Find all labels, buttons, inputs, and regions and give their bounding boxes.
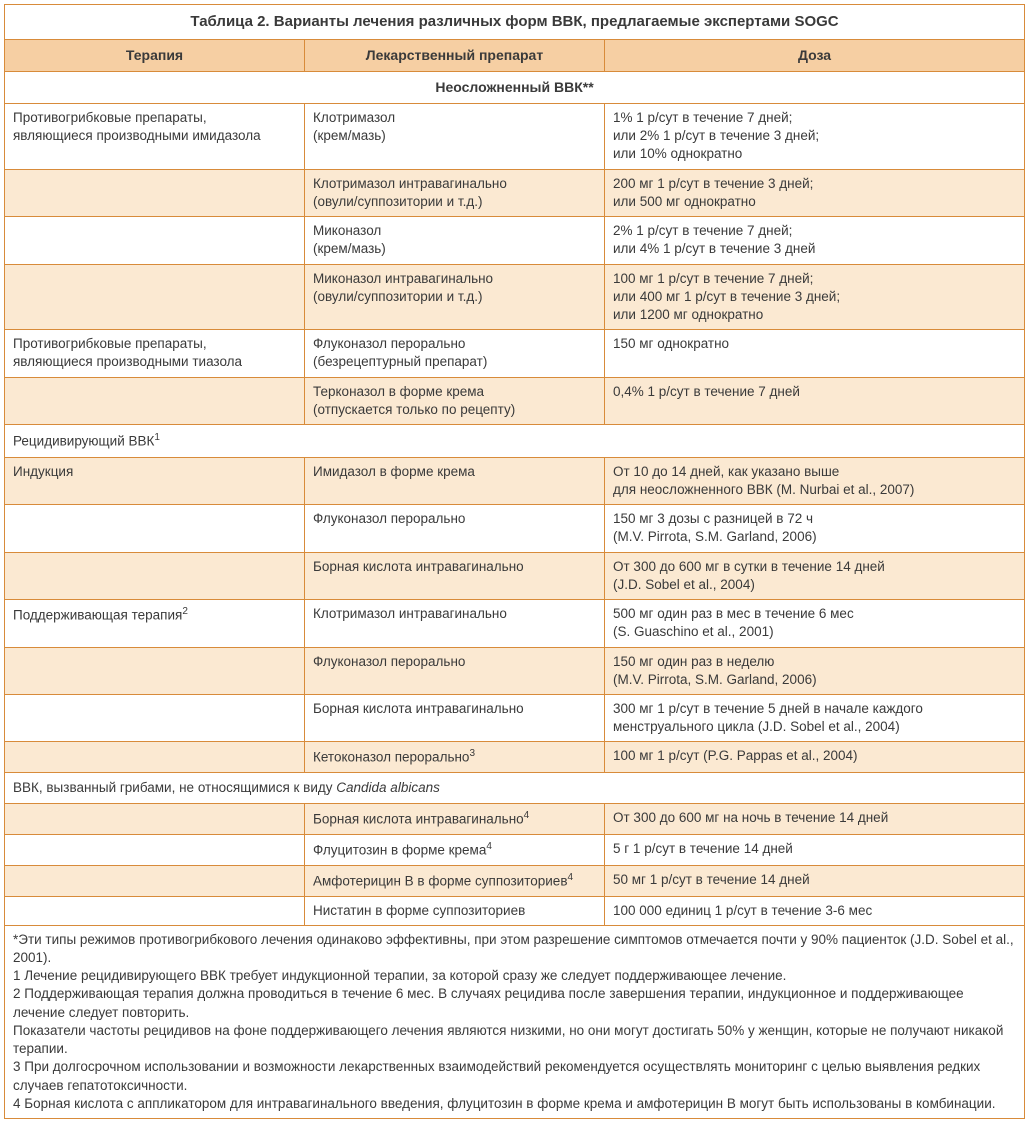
cell-dose: 200 мг 1 р/сут в течение 3 дней;или 500 … [605, 169, 1025, 216]
cell-therapy [5, 695, 305, 742]
cell-drug: Имидазол в форме крема [305, 457, 605, 504]
section-heading: Неосложненный ВВК** [5, 72, 1025, 104]
cell-dose: 100 000 единиц 1 р/сут в течение 3-6 мес [605, 896, 1025, 925]
cell-dose: От 10 до 14 дней, как указано вышедля не… [605, 457, 1025, 504]
cell-dose: 500 мг один раз в мес в течение 6 мес(S.… [605, 600, 1025, 647]
cell-therapy [5, 835, 305, 866]
cell-drug: Флуконазол перорально(безрецептурный пре… [305, 330, 605, 377]
table-row: Кетоконазол перорально3100 мг 1 р/сут (P… [5, 742, 1025, 773]
cell-therapy: Индукция [5, 457, 305, 504]
table-row: Клотримазол интравагинально(овули/суппоз… [5, 169, 1025, 216]
cell-drug: Борная кислота интравагинально [305, 552, 605, 599]
col-header-1: Лекарственный препарат [305, 40, 605, 72]
cell-dose: 50 мг 1 р/сут в течение 14 дней [605, 865, 1025, 896]
cell-dose: 100 мг 1 р/сут (P.G. Pappas et al., 2004… [605, 742, 1025, 773]
cell-drug: Терконазол в форме крема(отпускается тол… [305, 377, 605, 424]
cell-drug: Нистатин в форме суппозиториев [305, 896, 605, 925]
cell-therapy: Противогрибковые препараты,являющиеся пр… [5, 104, 305, 170]
cell-therapy [5, 169, 305, 216]
cell-drug: Флуконазол перорально [305, 647, 605, 694]
cell-dose: 150 мг один раз в неделю(M.V. Pirrota, S… [605, 647, 1025, 694]
cell-drug: Флуцитозин в форме крема4 [305, 835, 605, 866]
cell-drug: Миконазол интравагинально(овули/суппозит… [305, 264, 605, 330]
cell-therapy: Противогрибковые препараты,являющиеся пр… [5, 330, 305, 377]
cell-therapy [5, 217, 305, 264]
cell-dose: От 300 до 600 мг на ночь в течение 14 дн… [605, 804, 1025, 835]
table-row: Флуцитозин в форме крема45 г 1 р/сут в т… [5, 835, 1025, 866]
cell-therapy [5, 377, 305, 424]
col-header-2: Доза [605, 40, 1025, 72]
table-row: Борная кислота интравагинально300 мг 1 р… [5, 695, 1025, 742]
cell-therapy [5, 552, 305, 599]
cell-dose: 5 г 1 р/сут в течение 14 дней [605, 835, 1025, 866]
cell-drug: Флуконазол перорально [305, 505, 605, 552]
cell-drug: Клотримазол интравагинально [305, 600, 605, 647]
cell-dose: 100 мг 1 р/сут в течение 7 дней;или 400 … [605, 264, 1025, 330]
cell-dose: 150 мг однократно [605, 330, 1025, 377]
cell-therapy [5, 804, 305, 835]
cell-dose: 2% 1 р/сут в течение 7 дней;или 4% 1 р/с… [605, 217, 1025, 264]
table-row: Миконазол интравагинально(овули/суппозит… [5, 264, 1025, 330]
table-row: Терконазол в форме крема(отпускается тол… [5, 377, 1025, 424]
cell-dose: 0,4% 1 р/сут в течение 7 дней [605, 377, 1025, 424]
table-title: Таблица 2. Варианты лечения различных фо… [5, 5, 1025, 40]
cell-dose: От 300 до 600 мг в сутки в течение 14 дн… [605, 552, 1025, 599]
cell-drug: Борная кислота интравагинально4 [305, 804, 605, 835]
table-row: Противогрибковые препараты,являющиеся пр… [5, 330, 1025, 377]
cell-therapy: Поддерживающая терапия2 [5, 600, 305, 647]
table-row: Поддерживающая терапия2Клотримазол интра… [5, 600, 1025, 647]
footnotes: *Эти типы режимов противогрибкового лече… [5, 925, 1025, 1118]
cell-drug: Клотримазол интравагинально(овули/суппоз… [305, 169, 605, 216]
cell-dose: 150 мг 3 дозы с разницей в 72 ч(M.V. Pir… [605, 505, 1025, 552]
table-row: Флуконазол перорально150 мг 3 дозы с раз… [5, 505, 1025, 552]
cell-therapy [5, 647, 305, 694]
cell-drug: Кетоконазол перорально3 [305, 742, 605, 773]
table-row: Борная кислота интравагинальноОт 300 до … [5, 552, 1025, 599]
cell-dose: 1% 1 р/сут в течение 7 дней;или 2% 1 р/с… [605, 104, 1025, 170]
cell-drug: Борная кислота интравагинально [305, 695, 605, 742]
col-header-0: Терапия [5, 40, 305, 72]
table-row: Амфотерицин В в форме суппозиториев450 м… [5, 865, 1025, 896]
table-row: ИндукцияИмидазол в форме кремаОт 10 до 1… [5, 457, 1025, 504]
treatment-table: Таблица 2. Варианты лечения различных фо… [4, 4, 1025, 1119]
cell-therapy [5, 742, 305, 773]
cell-drug: Амфотерицин В в форме суппозиториев4 [305, 865, 605, 896]
cell-dose: 300 мг 1 р/сут в течение 5 дней в начале… [605, 695, 1025, 742]
cell-therapy [5, 896, 305, 925]
table-row: Борная кислота интравагинально4От 300 до… [5, 804, 1025, 835]
table-row: Нистатин в форме суппозиториев100 000 ед… [5, 896, 1025, 925]
cell-therapy [5, 865, 305, 896]
table-row: Флуконазол перорально150 мг один раз в н… [5, 647, 1025, 694]
section-heading: Рецидивирующий ВВК1 [5, 425, 1025, 458]
cell-drug: Миконазол(крем/мазь) [305, 217, 605, 264]
cell-therapy [5, 264, 305, 330]
table-row: Противогрибковые препараты,являющиеся пр… [5, 104, 1025, 170]
cell-drug: Клотримазол(крем/мазь) [305, 104, 605, 170]
section-heading: ВВК, вызванный грибами, не относящимися … [5, 773, 1025, 804]
table-row: Миконазол(крем/мазь)2% 1 р/сут в течение… [5, 217, 1025, 264]
cell-therapy [5, 505, 305, 552]
